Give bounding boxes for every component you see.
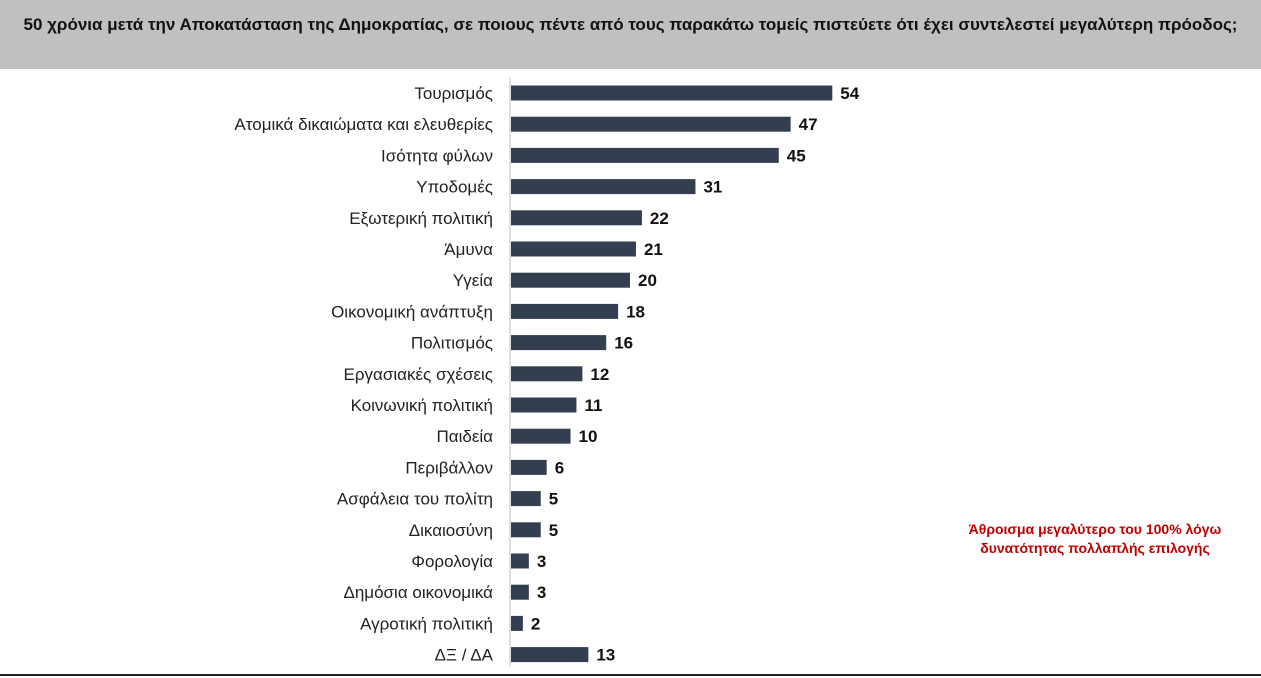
data-label: 54 (840, 84, 859, 103)
bar (511, 491, 541, 507)
bar (511, 647, 589, 663)
data-label: 22 (650, 209, 669, 228)
data-label: 21 (644, 240, 663, 259)
data-label: 3 (537, 583, 546, 602)
bar (511, 366, 583, 382)
category-label: Οικονομική ανάπτυξη (331, 302, 493, 321)
data-label: 5 (549, 490, 558, 509)
category-label: Εξωτερική πολιτική (349, 209, 493, 228)
category-label: Αγροτική πολιτική (360, 614, 493, 633)
bar (511, 335, 607, 351)
category-label: Δημόσια οικονομικά (343, 583, 493, 602)
bar (511, 303, 619, 319)
multiple-choice-note: Άθροισμα μεγαλύτερο του 100% λόγω δυνατό… (968, 521, 1222, 556)
bar (511, 179, 696, 195)
category-label: Παιδεία (436, 427, 493, 446)
data-label: 10 (579, 427, 598, 446)
data-label: 12 (590, 365, 609, 384)
category-label: Φορολογία (411, 552, 493, 571)
category-label: Κοινωνική πολιτική (351, 396, 493, 415)
category-label: Υγεία (453, 271, 493, 290)
chart-title: 50 χρόνια μετά την Αποκατάσταση της Δημο… (23, 15, 1238, 34)
bar (511, 428, 571, 444)
data-label: 11 (584, 396, 602, 415)
category-label: Πολιτισμός (411, 334, 493, 353)
data-label: 45 (787, 146, 806, 165)
category-label: Ισότητα φύλων (381, 146, 493, 165)
bar (511, 553, 529, 569)
bar (511, 459, 547, 475)
bar (511, 210, 642, 226)
data-label: 47 (799, 115, 818, 134)
bar (511, 397, 577, 413)
category-label: Εργασιακές σχέσεις (344, 365, 493, 384)
bar (511, 241, 636, 257)
category-label: Ασφάλεια του πολίτη (337, 490, 493, 509)
bottom-divider (0, 674, 1261, 676)
category-label: Άμυνα (444, 240, 493, 259)
bar (511, 116, 791, 132)
bar (511, 85, 833, 101)
data-label: 6 (555, 458, 564, 477)
category-label: Περιβάλλον (405, 458, 493, 477)
category-label: Υποδομές (416, 178, 493, 197)
data-label: 3 (537, 552, 546, 571)
data-label: 18 (626, 302, 645, 321)
bar (511, 147, 779, 163)
category-label: ΔΞ / ΔΑ (435, 646, 494, 665)
bar (511, 272, 630, 288)
data-label: 5 (549, 521, 558, 540)
data-label: 31 (703, 178, 722, 197)
data-label: 16 (614, 334, 633, 353)
bar (511, 522, 541, 538)
bar (511, 615, 523, 631)
bar (511, 584, 529, 600)
data-label: 20 (638, 271, 657, 290)
category-label: Ατομικά δικαιώματα και ελευθερίες (234, 115, 493, 134)
data-label: 2 (531, 614, 540, 633)
category-label: Τουρισμός (414, 84, 493, 103)
chart-header: 50 χρόνια μετά την Αποκατάσταση της Δημο… (0, 0, 1261, 69)
category-label: Δικαιοσύνη (409, 521, 493, 540)
data-label: 13 (596, 646, 615, 665)
